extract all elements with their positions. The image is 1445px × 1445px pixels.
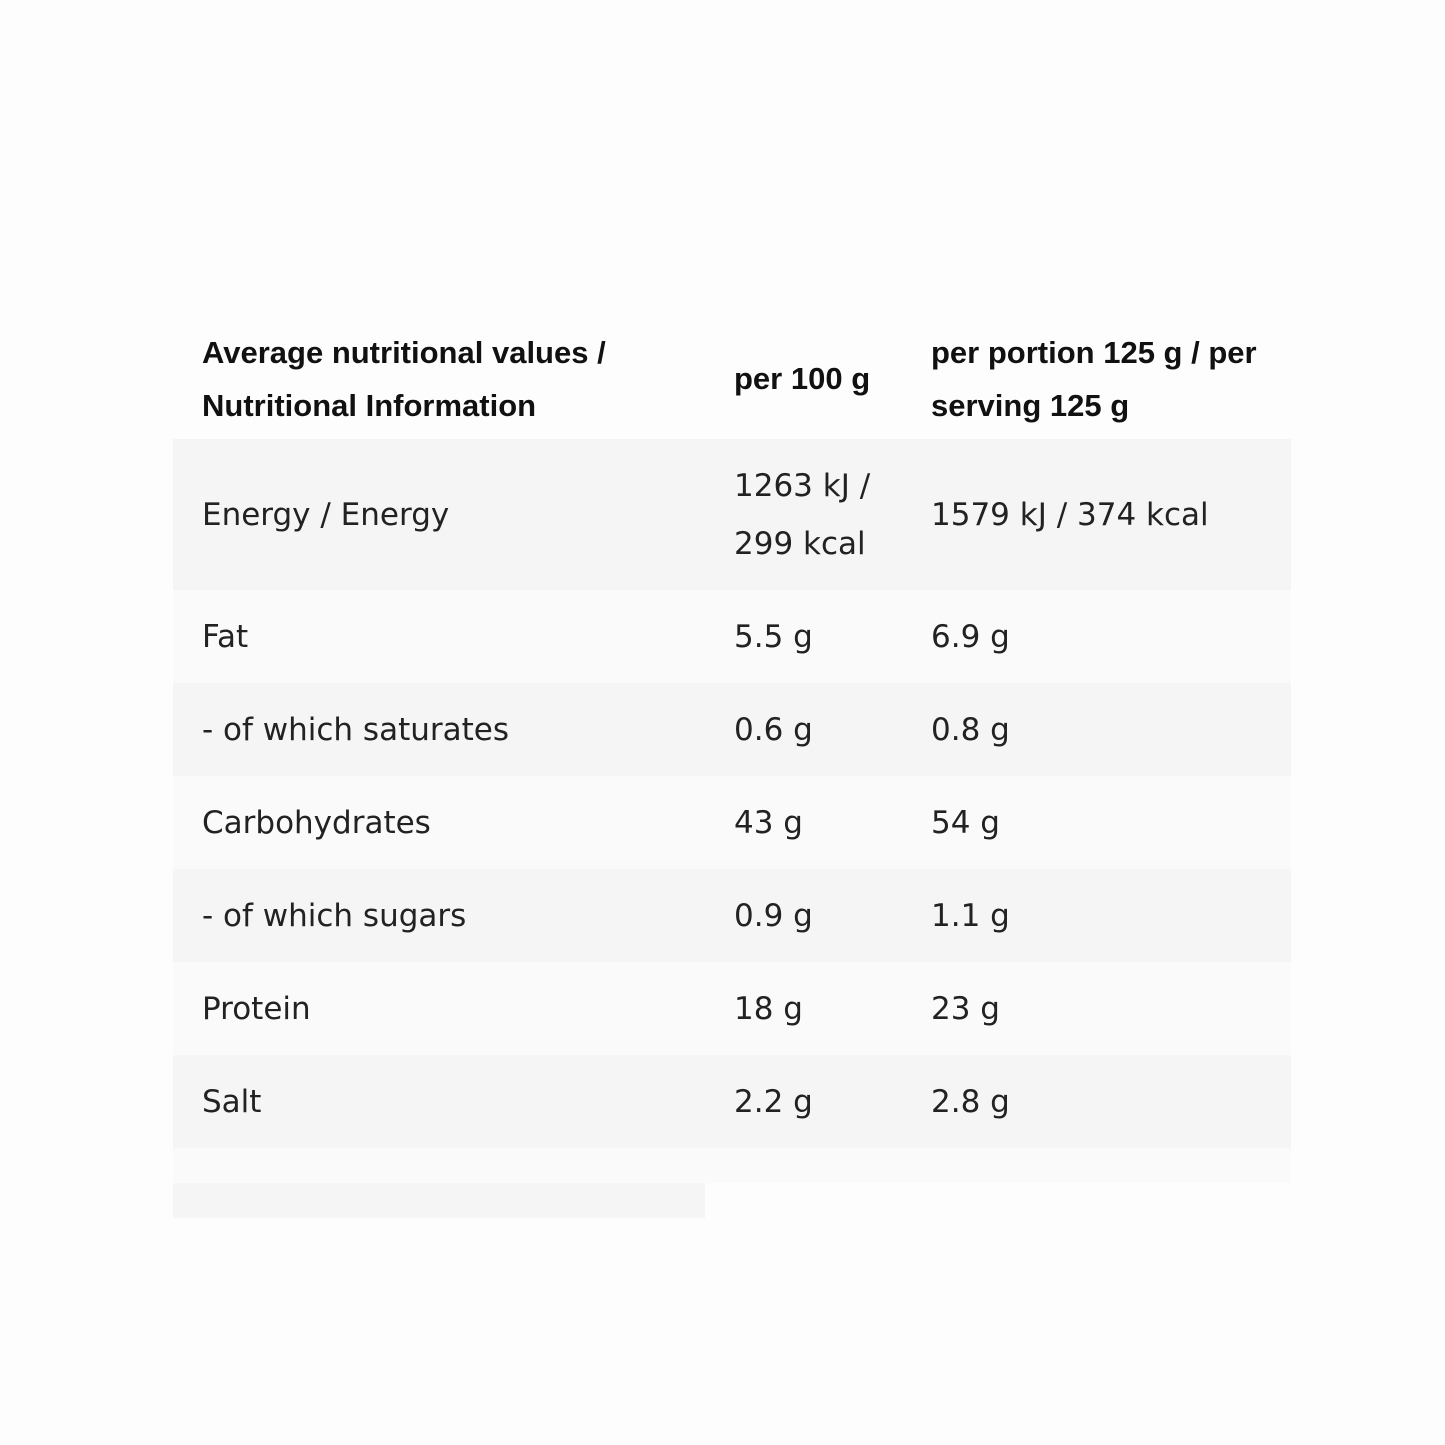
nutrient-name: Salt xyxy=(202,1083,262,1120)
table-row: Salt 2.2 g 2.8 g xyxy=(173,1055,1291,1148)
nutrition-table: Average nutritional values / Nutritional… xyxy=(173,318,1291,1218)
nutrient-name: Carbohydrates xyxy=(202,804,431,841)
table-empty-cell xyxy=(173,1183,705,1218)
value-per-100g: 43 g xyxy=(734,804,803,841)
table-row: - of which saturates 0.6 g 0.8 g xyxy=(173,683,1291,776)
header-nutrient: Average nutritional values / Nutritional… xyxy=(202,334,606,423)
value-per-portion: 23 g xyxy=(931,990,1000,1027)
value-per-100g: 0.6 g xyxy=(734,711,813,748)
header-per-100g: per 100 g xyxy=(734,361,871,396)
table-header-row: Average nutritional values / Nutritional… xyxy=(173,318,1291,439)
nutrient-name: Fat xyxy=(202,618,249,655)
value-per-100g: 1263 kJ / 299 kcal xyxy=(734,467,871,562)
value-per-portion: 1.1 g xyxy=(931,897,1010,934)
value-per-100g: 18 g xyxy=(734,990,803,1027)
nutrient-name: - of which saturates xyxy=(202,711,510,748)
nutrient-name: - of which sugars xyxy=(202,897,467,934)
table-row: Energy / Energy 1263 kJ / 299 kcal 1579 … xyxy=(173,439,1291,590)
header-per-portion: per portion 125 g / per serving 125 g xyxy=(931,334,1257,423)
table-row: - of which sugars 0.9 g 1.1 g xyxy=(173,869,1291,962)
value-per-portion: 54 g xyxy=(931,804,1000,841)
value-per-100g: 2.2 g xyxy=(734,1083,813,1120)
value-per-portion: 2.8 g xyxy=(931,1083,1010,1120)
value-per-100g: 5.5 g xyxy=(734,618,813,655)
value-per-100g: 0.9 g xyxy=(734,897,813,934)
table-empty-row xyxy=(173,1148,1291,1183)
nutrient-name: Energy / Energy xyxy=(202,496,450,533)
value-per-portion: 6.9 g xyxy=(931,618,1010,655)
table-row: Carbohydrates 43 g 54 g xyxy=(173,776,1291,869)
value-per-portion: 0.8 g xyxy=(931,711,1010,748)
table-row: Protein 18 g 23 g xyxy=(173,962,1291,1055)
value-per-portion: 1579 kJ / 374 kcal xyxy=(931,496,1209,533)
table-row: Fat 5.5 g 6.9 g xyxy=(173,590,1291,683)
nutrient-name: Protein xyxy=(202,990,311,1027)
